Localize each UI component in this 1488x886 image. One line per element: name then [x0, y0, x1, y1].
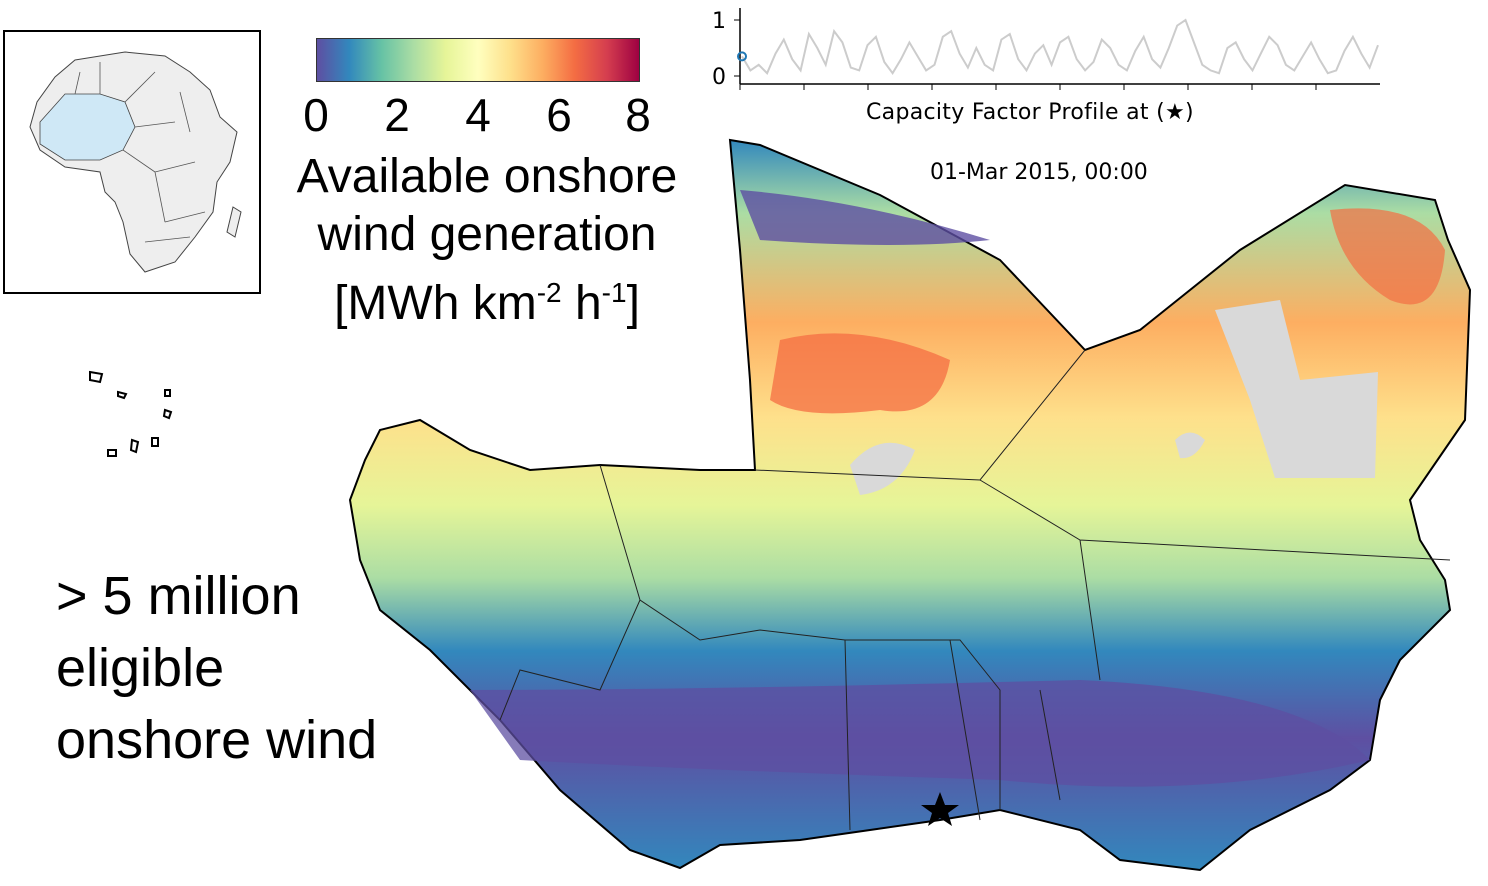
colorbar-label-line: wind generation	[317, 208, 657, 261]
current-time-marker	[737, 51, 747, 62]
colorbar	[316, 38, 640, 82]
capacity-factor-chart: 1 0	[712, 8, 1380, 90]
eligible-sites-note: > 5 million eligible onshore wind	[56, 560, 377, 776]
unit-exponent: -1	[601, 277, 627, 308]
colorbar-tick: 6	[546, 89, 572, 141]
no-data-area	[1175, 432, 1205, 459]
timestamp-label: 01-Mar 2015, 00:00	[930, 160, 1148, 185]
colorbar-label-line: Available onshore	[296, 150, 678, 203]
unit-mid: h	[561, 277, 602, 330]
unit-exponent: -2	[536, 277, 562, 308]
no-data-area	[850, 442, 915, 495]
orange-hotspot	[770, 333, 950, 414]
unit-suffix: ]	[626, 277, 640, 330]
cape-verde-islands	[89, 370, 173, 457]
west-africa-highlight	[39, 93, 136, 161]
unit-prefix: [MWh km	[334, 277, 537, 330]
blue-band	[740, 190, 990, 245]
chart-caption: Capacity Factor Profile at (★)	[866, 100, 1194, 125]
note-line: > 5 million	[56, 566, 301, 626]
blue-band	[470, 680, 1370, 787]
colorbar-label: Available onshore wind generation [MWh k…	[262, 148, 712, 333]
madagascar	[226, 206, 242, 238]
y-tick-label: 0	[712, 65, 726, 90]
africa-inset-map	[3, 30, 261, 294]
colorbar-tick: 0	[303, 89, 329, 141]
y-tick-label: 1	[712, 9, 726, 34]
note-line: eligible	[56, 638, 225, 698]
no-data-area	[1215, 300, 1378, 478]
capacity-factor-series	[741, 18, 1379, 75]
orange-hotspot	[1330, 208, 1445, 305]
location-star-icon	[921, 792, 959, 826]
colorbar-tick: 8	[625, 89, 651, 141]
note-line: onshore wind	[56, 710, 378, 770]
colorbar-tick: 2	[384, 89, 410, 141]
colorbar-tick: 4	[465, 89, 491, 141]
colorbar-unit: [MWh km-2 h-1]	[262, 264, 712, 333]
africa-outline	[29, 51, 238, 273]
